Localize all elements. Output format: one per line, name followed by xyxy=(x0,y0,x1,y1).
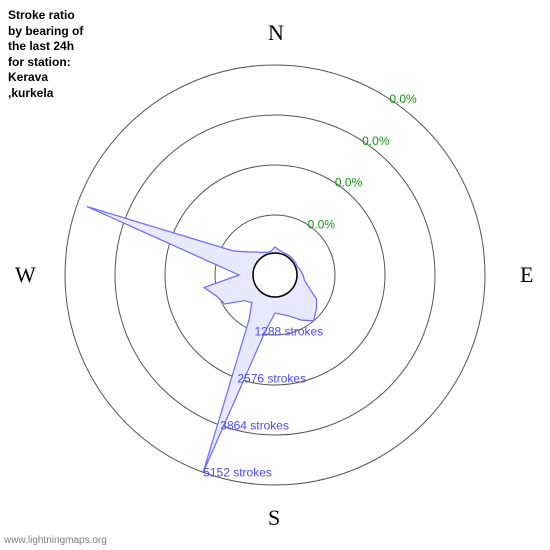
stroke-count-label: 1288 strokes xyxy=(254,324,323,338)
compass-w: W xyxy=(15,262,36,288)
compass-n: N xyxy=(268,20,284,46)
stroke-count-label: 5152 strokes xyxy=(203,465,272,479)
rose-polygon xyxy=(87,207,317,473)
stroke-count-label: 2576 strokes xyxy=(237,371,306,385)
pct-label: 0.0% xyxy=(308,218,336,232)
attribution-text: www.lightningmaps.org xyxy=(4,535,107,546)
pct-label: 0.0% xyxy=(362,134,390,148)
center-hole xyxy=(253,253,297,297)
compass-s: S xyxy=(268,505,280,531)
stroke-count-label: 3864 strokes xyxy=(220,418,289,432)
pct-label: 0.0% xyxy=(335,176,363,190)
chart-title: Stroke ratio by bearing of the last 24h … xyxy=(8,8,83,102)
compass-e: E xyxy=(520,262,533,288)
pct-label: 0.0% xyxy=(389,92,417,106)
